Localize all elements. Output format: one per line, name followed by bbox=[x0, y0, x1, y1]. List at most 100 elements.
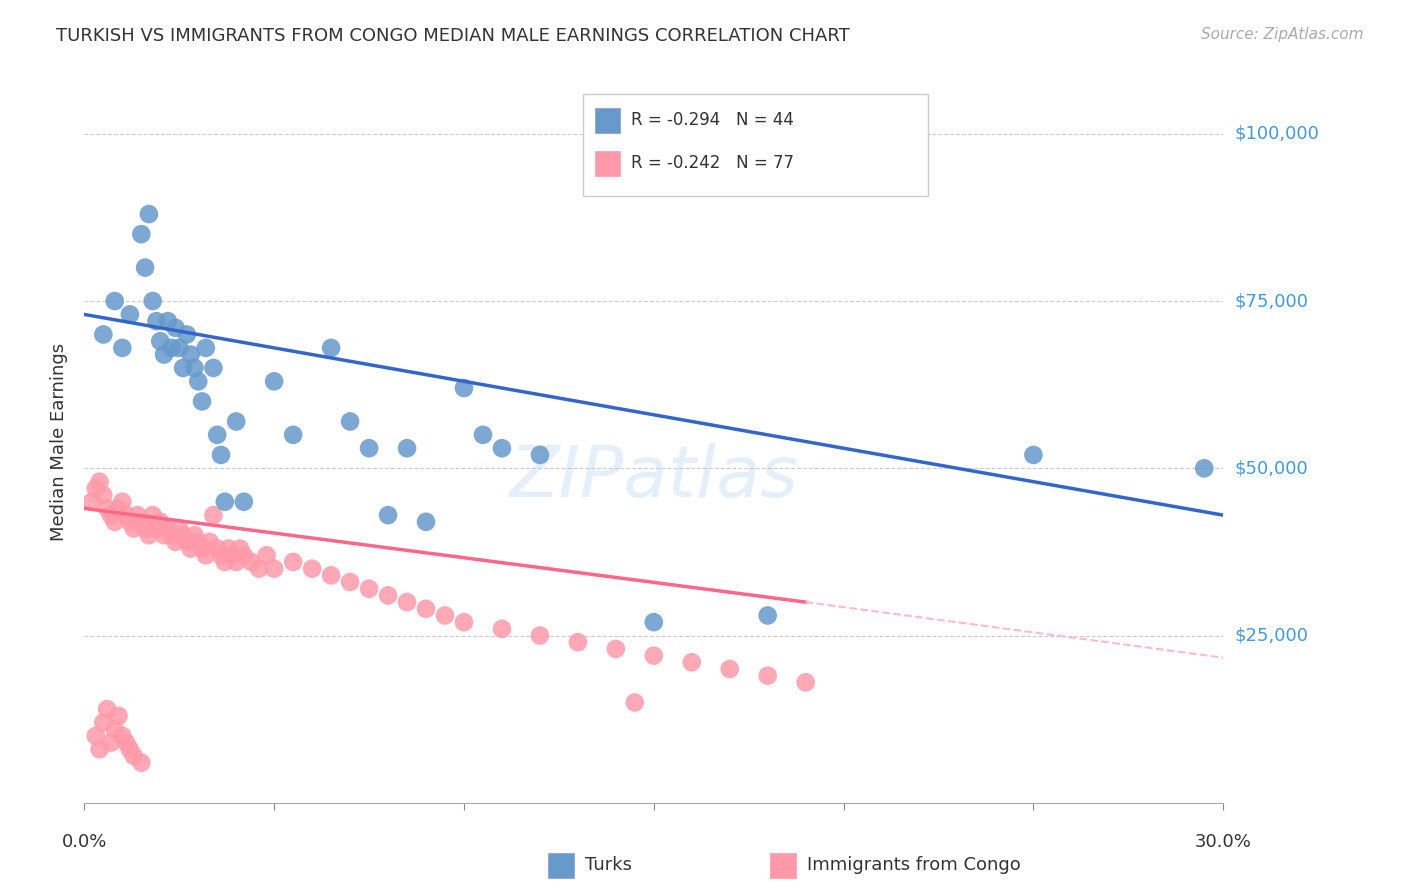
Point bbox=[142, 293, 165, 308]
Point bbox=[221, 548, 243, 563]
Text: $75,000: $75,000 bbox=[1234, 292, 1309, 310]
Point bbox=[89, 475, 111, 489]
Text: Turks: Turks bbox=[585, 856, 631, 874]
Point bbox=[176, 327, 198, 342]
Text: 30.0%: 30.0% bbox=[1195, 833, 1251, 851]
Point bbox=[247, 562, 270, 576]
Point bbox=[321, 568, 343, 582]
Point bbox=[643, 648, 665, 663]
Point bbox=[756, 669, 779, 683]
Point bbox=[209, 448, 232, 462]
Point bbox=[138, 528, 160, 542]
Point bbox=[529, 628, 551, 642]
Point bbox=[111, 494, 134, 508]
Point bbox=[202, 361, 225, 376]
Point bbox=[194, 341, 217, 355]
Point bbox=[756, 608, 779, 623]
Point bbox=[134, 260, 156, 275]
Point bbox=[263, 375, 285, 389]
Point bbox=[1022, 448, 1045, 462]
Point bbox=[209, 548, 232, 563]
Point bbox=[100, 508, 122, 523]
Point bbox=[115, 735, 138, 749]
Point bbox=[104, 723, 127, 737]
Point bbox=[256, 548, 278, 563]
Point bbox=[218, 541, 240, 556]
Point bbox=[138, 207, 160, 221]
Text: $25,000: $25,000 bbox=[1234, 626, 1309, 645]
Point bbox=[107, 501, 129, 516]
Point bbox=[187, 375, 209, 389]
Point bbox=[93, 488, 115, 502]
Point bbox=[145, 314, 167, 328]
Point bbox=[359, 582, 381, 596]
Point bbox=[169, 521, 191, 535]
Point bbox=[160, 341, 183, 355]
Point bbox=[183, 361, 205, 376]
Text: Source: ZipAtlas.com: Source: ZipAtlas.com bbox=[1201, 27, 1364, 42]
Point bbox=[263, 562, 285, 576]
Point bbox=[160, 528, 183, 542]
Point bbox=[156, 521, 179, 535]
Point bbox=[283, 555, 305, 569]
Point bbox=[118, 307, 141, 321]
Point bbox=[142, 508, 165, 523]
Point bbox=[172, 528, 194, 542]
Point bbox=[225, 414, 247, 428]
Point bbox=[122, 749, 145, 764]
Point bbox=[84, 482, 107, 496]
Point bbox=[453, 615, 475, 630]
Point bbox=[321, 341, 343, 355]
Point bbox=[149, 515, 172, 529]
Point bbox=[104, 515, 127, 529]
Point bbox=[1194, 461, 1216, 475]
Text: TURKISH VS IMMIGRANTS FROM CONGO MEDIAN MALE EARNINGS CORRELATION CHART: TURKISH VS IMMIGRANTS FROM CONGO MEDIAN … bbox=[56, 27, 851, 45]
Point bbox=[232, 548, 254, 563]
Point bbox=[118, 742, 141, 756]
Point bbox=[96, 702, 118, 716]
Point bbox=[191, 394, 214, 409]
Point bbox=[84, 729, 107, 743]
Text: $50,000: $50,000 bbox=[1234, 459, 1308, 477]
Point bbox=[207, 427, 229, 442]
Point bbox=[301, 562, 323, 576]
Text: R = -0.294   N = 44: R = -0.294 N = 44 bbox=[631, 112, 794, 129]
Point bbox=[153, 348, 176, 362]
Point bbox=[794, 675, 817, 690]
Point bbox=[107, 708, 129, 723]
Text: R = -0.242   N = 77: R = -0.242 N = 77 bbox=[631, 154, 794, 172]
Point bbox=[207, 541, 229, 556]
Point bbox=[176, 534, 198, 549]
Point bbox=[198, 534, 221, 549]
Y-axis label: Median Male Earnings: Median Male Earnings bbox=[51, 343, 69, 541]
Point bbox=[89, 742, 111, 756]
Point bbox=[225, 555, 247, 569]
Point bbox=[131, 756, 153, 770]
Point bbox=[183, 528, 205, 542]
Point bbox=[339, 575, 361, 590]
Point bbox=[453, 381, 475, 395]
Point bbox=[415, 602, 437, 616]
Point bbox=[187, 534, 209, 549]
Point bbox=[529, 448, 551, 462]
Point bbox=[131, 515, 153, 529]
Point bbox=[681, 655, 703, 669]
Text: 0.0%: 0.0% bbox=[62, 833, 107, 851]
Point bbox=[567, 635, 589, 649]
Point bbox=[283, 427, 305, 442]
Point bbox=[180, 348, 202, 362]
Point bbox=[131, 227, 153, 241]
Point bbox=[153, 528, 176, 542]
Point bbox=[134, 521, 156, 535]
Point bbox=[240, 555, 263, 569]
Point bbox=[377, 589, 399, 603]
Point bbox=[191, 541, 214, 556]
Point bbox=[214, 494, 236, 508]
Point bbox=[122, 521, 145, 535]
Point bbox=[472, 427, 495, 442]
Point bbox=[115, 508, 138, 523]
Text: ZIPatlas: ZIPatlas bbox=[509, 443, 799, 512]
Point bbox=[111, 341, 134, 355]
Point bbox=[100, 735, 122, 749]
Point bbox=[156, 314, 179, 328]
